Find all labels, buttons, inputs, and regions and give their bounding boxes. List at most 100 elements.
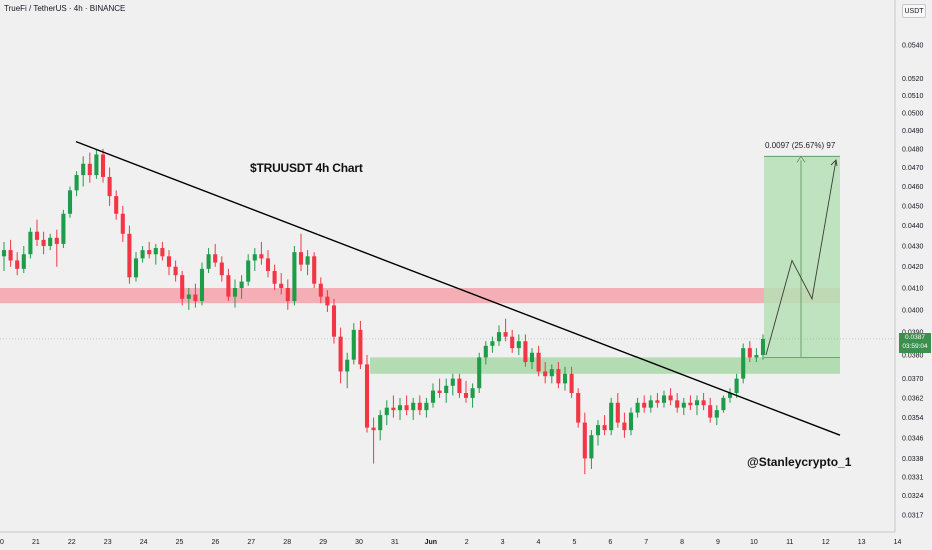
- candle-body: [186, 294, 191, 299]
- x-axis-tick-label: 13: [858, 539, 866, 546]
- candle-body: [28, 231, 33, 255]
- currency-badge[interactable]: USDT: [902, 4, 926, 18]
- candle-body: [199, 268, 205, 302]
- candle-body: [490, 341, 495, 346]
- candle-body: [714, 410, 719, 418]
- x-axis-tick-label: 28: [283, 539, 291, 546]
- candle-body: [661, 395, 667, 403]
- candle-body: [173, 266, 178, 276]
- candle-body: [133, 258, 139, 278]
- candle-body: [430, 390, 436, 403]
- candle-countdown: 03:59:04: [902, 343, 928, 350]
- candle-body: [318, 283, 323, 297]
- y-axis-tick-label: 0.0470: [902, 165, 924, 172]
- candle-body: [437, 390, 442, 394]
- x-axis-tick-label: 3: [501, 539, 505, 546]
- candle-body: [543, 371, 548, 377]
- y-axis-tick-label: 0.0370: [902, 376, 924, 383]
- y-axis-tick-label: 0.0400: [902, 307, 924, 314]
- y-axis-tick-label: 0.0324: [902, 493, 924, 500]
- candle-body: [285, 288, 290, 302]
- candle-body: [15, 260, 20, 269]
- candle-body: [232, 288, 238, 297]
- candle-body: [516, 341, 521, 349]
- candle-body: [371, 427, 376, 431]
- candle-body: [127, 233, 132, 278]
- candle-body: [642, 402, 647, 408]
- candle-body: [21, 254, 26, 269]
- candle-body: [120, 213, 125, 234]
- resistance-zone: [0, 288, 840, 304]
- candle-body: [734, 378, 739, 394]
- candle-body: [721, 397, 726, 411]
- candle-body: [470, 388, 475, 398]
- candle-body: [595, 425, 601, 436]
- candle-body: [510, 336, 515, 349]
- candle-body: [153, 248, 158, 255]
- candle-body: [259, 254, 264, 259]
- y-axis-tick-label: 0.0420: [902, 264, 924, 271]
- y-axis-tick-label: 0.0338: [902, 456, 924, 463]
- candle-body: [87, 163, 92, 176]
- candle-body: [609, 402, 614, 431]
- candle-body: [140, 250, 145, 259]
- y-axis-tick-label: 0.0440: [902, 223, 924, 230]
- candle-body: [180, 275, 185, 299]
- x-axis-tick-label: 6: [608, 539, 612, 546]
- candle-body: [74, 175, 79, 191]
- candle-body: [213, 254, 218, 263]
- candle-body: [688, 402, 693, 406]
- candle-body: [358, 329, 363, 365]
- candle-body: [404, 405, 409, 411]
- x-axis-tick-label: 30: [355, 539, 363, 546]
- x-axis-tick-label: 27: [247, 539, 255, 546]
- y-axis-tick-label: 0.0450: [902, 203, 924, 210]
- candle-body: [239, 281, 244, 289]
- candle-body: [114, 196, 119, 214]
- candle-body: [384, 407, 389, 416]
- y-axis-tick-label: 0.0317: [902, 513, 924, 520]
- candle-body: [622, 422, 627, 431]
- x-axis-tick-label: 10: [750, 539, 758, 546]
- target-box: [764, 156, 840, 358]
- candle-body: [397, 405, 403, 411]
- candle-body: [147, 250, 152, 255]
- candle-body: [81, 163, 86, 176]
- x-axis-tick-label: 11: [786, 539, 793, 546]
- x-axis-tick-label: 4: [537, 539, 541, 546]
- x-axis-tick-label: 12: [822, 539, 830, 546]
- candle-body: [463, 393, 469, 398]
- candle-body: [444, 385, 449, 394]
- x-axis-tick-label: 31: [391, 539, 399, 546]
- candle-body: [589, 435, 594, 459]
- candle-body: [576, 393, 581, 423]
- current-price-tag: 0.0387 03:59:04: [899, 333, 931, 353]
- x-axis-tick-label: 14: [894, 539, 902, 546]
- candle-body: [325, 296, 330, 306]
- candle-body: [529, 352, 535, 363]
- candle-body: [193, 294, 198, 302]
- candle-body: [219, 262, 224, 276]
- candle-body: [668, 395, 673, 401]
- y-axis-tick-label: 0.0510: [902, 93, 924, 100]
- candle-body: [338, 336, 343, 372]
- x-axis-tick-label: 22: [68, 539, 76, 546]
- descending-trendline: [75, 140, 841, 436]
- candle-body: [741, 348, 746, 379]
- candle-body: [272, 270, 277, 284]
- candle-body: [298, 252, 304, 265]
- candle-body: [754, 355, 759, 358]
- y-axis-tick-label: 0.0520: [902, 76, 924, 83]
- current-price-value: 0.0387: [905, 334, 925, 341]
- candle-body: [496, 332, 502, 342]
- x-axis-tick-label: 21: [32, 539, 40, 546]
- candle-body: [67, 190, 73, 214]
- candle-body: [760, 338, 766, 356]
- candle-body: [417, 402, 422, 411]
- x-axis-tick-label: 26: [212, 539, 220, 546]
- candle-body: [694, 400, 700, 406]
- x-axis-tick-label: 9: [716, 539, 720, 546]
- candle-body: [424, 402, 429, 411]
